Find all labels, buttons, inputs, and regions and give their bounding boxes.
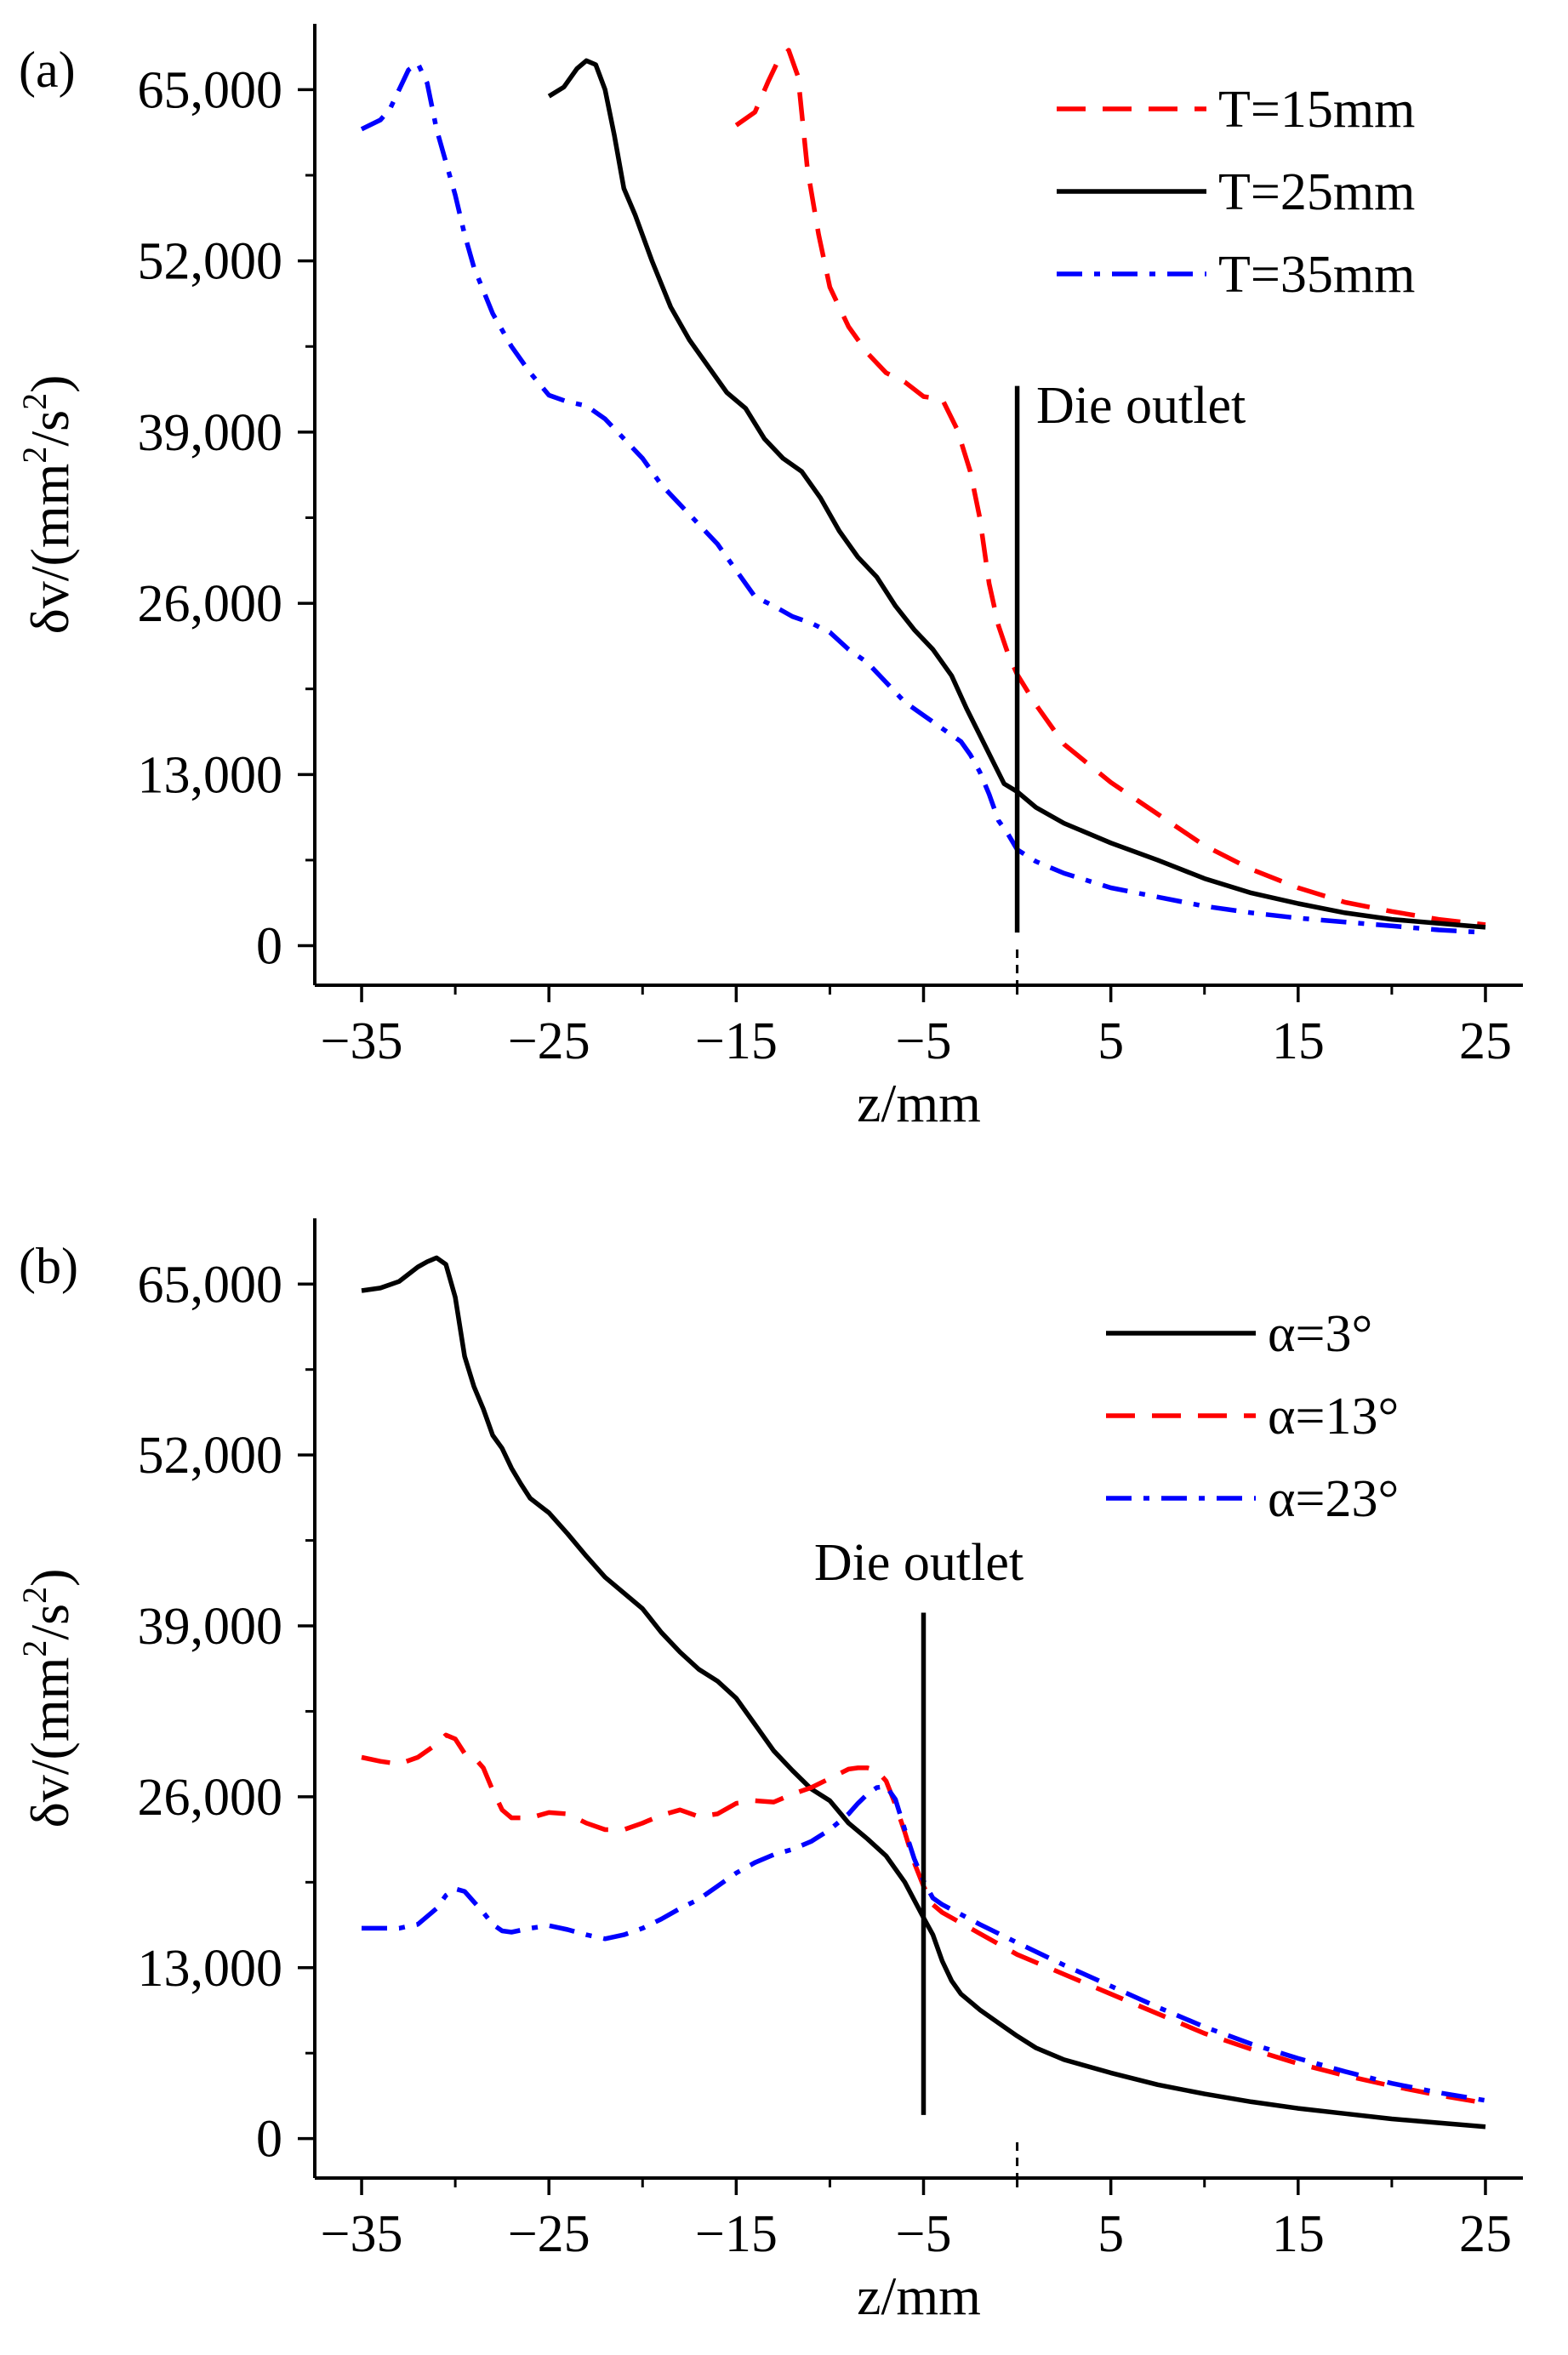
x-axis-title: z/mm bbox=[857, 1073, 981, 1133]
x-tick-label: −35 bbox=[321, 2205, 403, 2263]
x-tick-label: 15 bbox=[1272, 1012, 1325, 1070]
series-line-1 bbox=[361, 1255, 1486, 2130]
x-tick-label: 25 bbox=[1459, 2205, 1512, 2263]
x-tick-label: −5 bbox=[896, 1012, 952, 1070]
legend-label-3: α=23° bbox=[1268, 1470, 1399, 1528]
panel-label: (a) bbox=[19, 42, 76, 98]
y-tick-label: 39,000 bbox=[138, 404, 283, 462]
y-tick-label: 52,000 bbox=[138, 1427, 283, 1485]
legend-label-1: α=3° bbox=[1268, 1305, 1372, 1363]
y-axis-title-part: ) bbox=[20, 1569, 80, 1587]
x-tick-label: 5 bbox=[1098, 1012, 1124, 1070]
x-tick-label: 15 bbox=[1272, 2205, 1325, 2263]
y-tick-label: 65,000 bbox=[138, 61, 283, 119]
y-tick-label: 13,000 bbox=[138, 746, 283, 804]
series-line-2 bbox=[547, 58, 1486, 930]
y-tick-label: 39,000 bbox=[138, 1598, 283, 1656]
y-axis-title-sup: 2 bbox=[15, 1640, 54, 1657]
y-axis-title-part: /s bbox=[20, 1604, 80, 1640]
y-axis-title-part: δv/(mm bbox=[20, 464, 80, 635]
x-tick-label: −15 bbox=[695, 2205, 778, 2263]
y-axis-title: δv/(mm2/s2) bbox=[15, 1569, 80, 1828]
die-outlet-label: Die outlet bbox=[1036, 377, 1246, 435]
y-tick-label: 13,000 bbox=[138, 1940, 283, 1998]
y-axis-title-part: /s bbox=[20, 410, 80, 447]
y-tick-label: 0 bbox=[256, 918, 282, 976]
y-axis-title-sup: 2 bbox=[15, 1587, 54, 1604]
chart-panel-a: 0 13,000 26,000 39,000 52,000 65,000 −35 −25 −15… bbox=[15, 24, 1523, 1133]
chart-panel-b: 0 13,000 26,000 39,000 52,000 65,000 −35 −25 −15… bbox=[15, 1218, 1523, 2326]
series-line-3 bbox=[362, 1783, 1486, 2103]
x-tick-label: −25 bbox=[508, 2205, 590, 2263]
y-tick-label: 26,000 bbox=[138, 1769, 283, 1827]
x-tick-label: 25 bbox=[1459, 1012, 1512, 1070]
y-axis-title-sup: 2 bbox=[15, 447, 54, 464]
x-axis-title: z/mm bbox=[857, 2266, 981, 2326]
legend-label-3: T=35mm bbox=[1218, 246, 1415, 304]
x-tick-label: −35 bbox=[321, 1012, 403, 1070]
legend-label-1: T=15mm bbox=[1218, 81, 1415, 139]
y-tick-label: 0 bbox=[256, 2111, 282, 2169]
y-tick-label: 26,000 bbox=[138, 575, 283, 633]
x-tick-label: −5 bbox=[896, 2205, 952, 2263]
series-line-3 bbox=[360, 60, 1486, 935]
y-axis-title-part: δv/(mm bbox=[20, 1657, 80, 1828]
series-line-2 bbox=[361, 1732, 1486, 2106]
x-tick-label: 5 bbox=[1098, 2205, 1124, 2263]
y-tick-label: 65,000 bbox=[138, 1256, 283, 1314]
legend-label-2: α=13° bbox=[1268, 1388, 1399, 1446]
y-axis-title-sup: 2 bbox=[15, 393, 54, 410]
y-axis-title-part: ) bbox=[20, 375, 80, 393]
panel-label: (b) bbox=[19, 1238, 78, 1294]
series-line-1 bbox=[734, 48, 1486, 927]
y-axis-title: δv/(mm2/s2) bbox=[15, 375, 80, 635]
y-tick-label: 52,000 bbox=[138, 233, 283, 291]
legend-label-2: T=25mm bbox=[1218, 163, 1415, 221]
die-outlet-label: Die outlet bbox=[814, 1534, 1023, 1592]
x-tick-label: −25 bbox=[508, 1012, 590, 1070]
x-tick-label: −15 bbox=[695, 1012, 778, 1070]
